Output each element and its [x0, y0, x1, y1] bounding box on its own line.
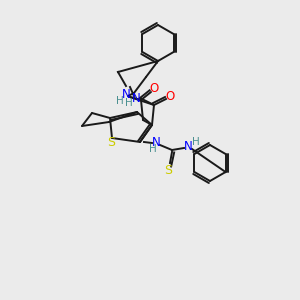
- Text: S: S: [164, 164, 172, 176]
- Text: H: H: [192, 137, 200, 147]
- Text: N: N: [184, 140, 192, 154]
- Text: O: O: [165, 91, 175, 103]
- Text: S: S: [107, 136, 115, 148]
- Text: N: N: [132, 92, 140, 104]
- Text: H: H: [125, 98, 133, 108]
- Text: N: N: [152, 136, 160, 148]
- Text: N: N: [122, 88, 130, 101]
- Text: H: H: [116, 96, 124, 106]
- Text: O: O: [149, 82, 159, 95]
- Text: H: H: [149, 144, 157, 154]
